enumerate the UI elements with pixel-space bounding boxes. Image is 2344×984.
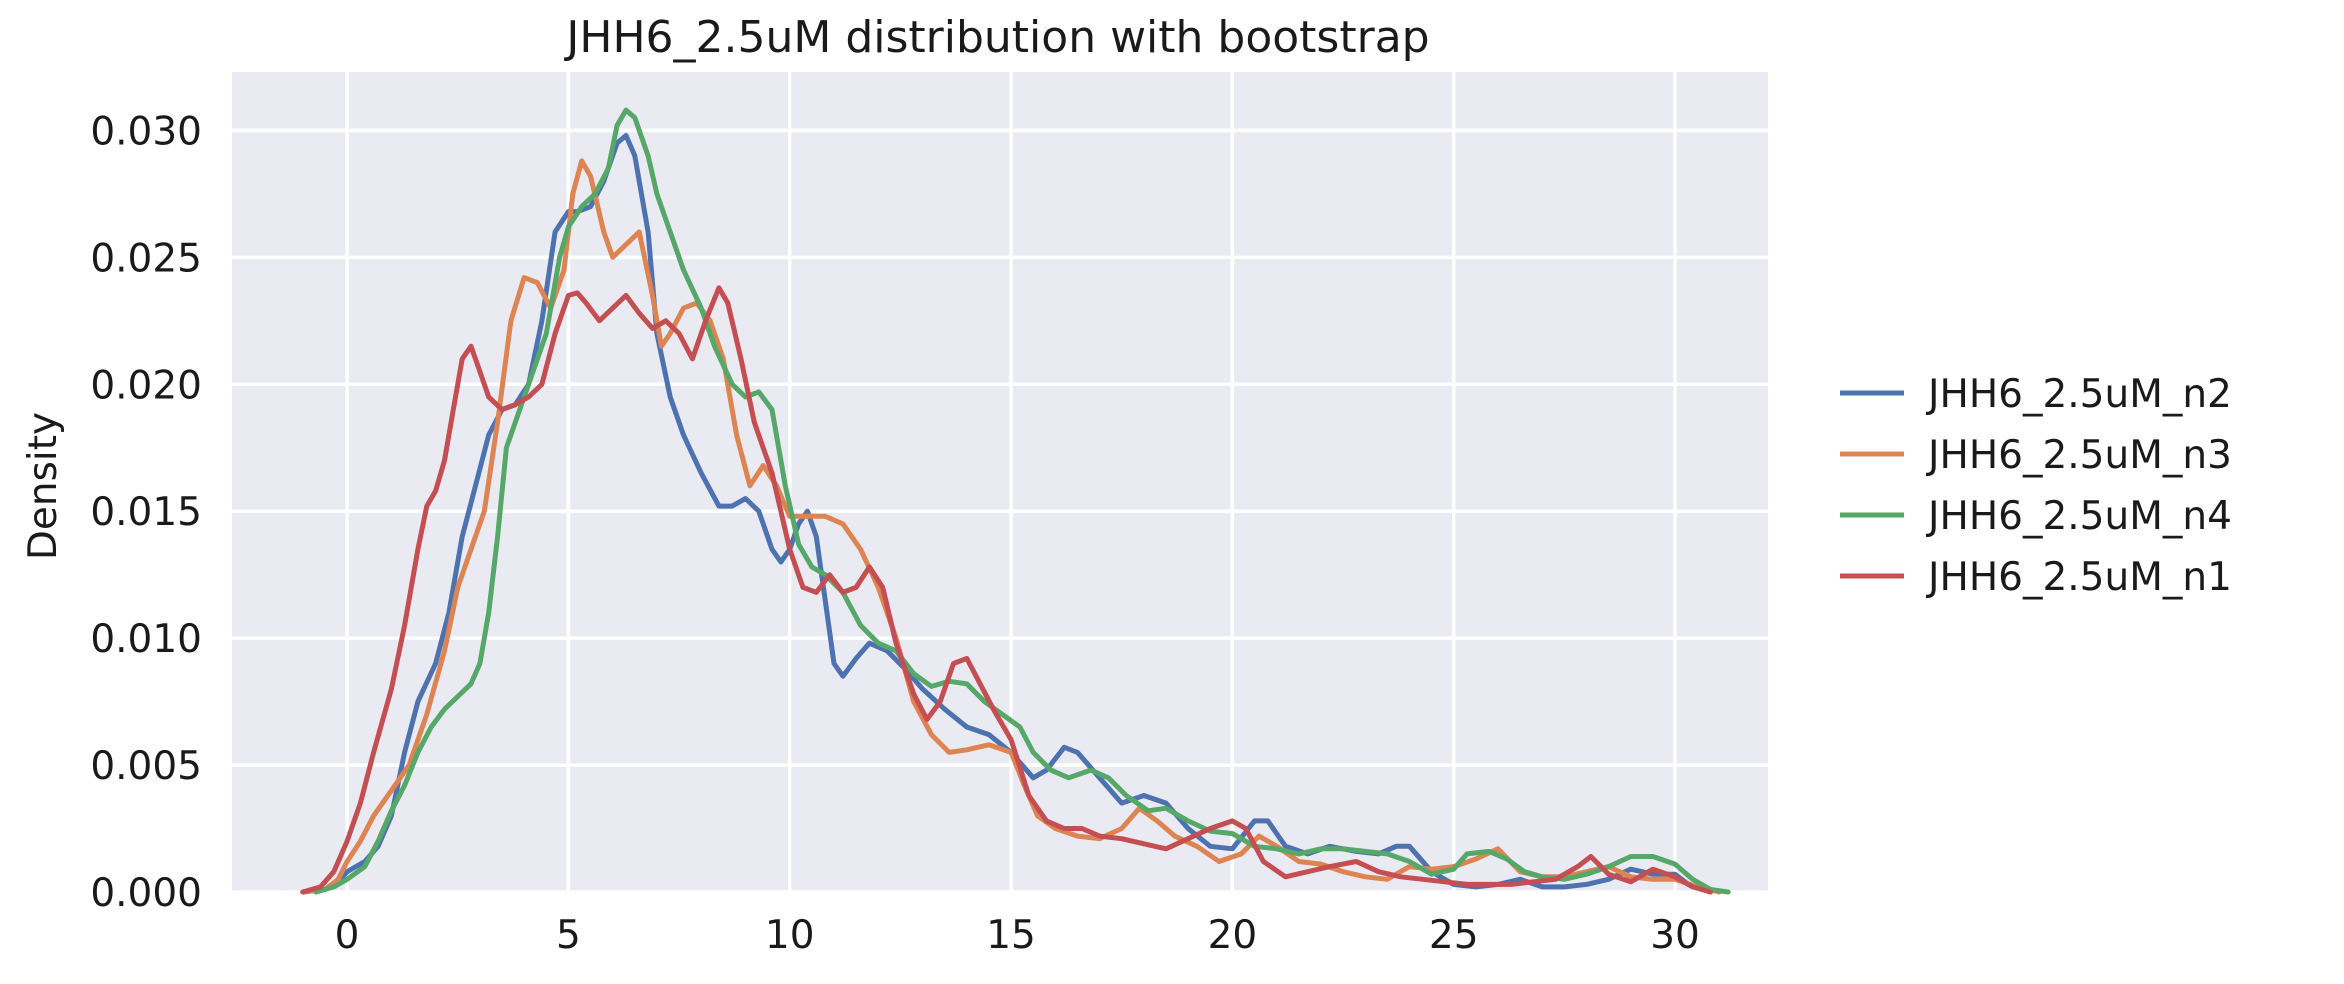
legend: JHH6_2.5uM_n2 JHH6_2.5uM_n3 JHH6_2.5uM_n4 J… [1840, 372, 2232, 600]
y-tick-label: 0.005 [90, 744, 202, 789]
x-tick-label: 15 [986, 913, 1036, 958]
legend-label: JHH6_2.5uM_n1 [1925, 555, 2232, 600]
legend-label: JHH6_2.5uM_n2 [1925, 372, 2232, 417]
plot-area [232, 72, 1768, 892]
series-lines [300, 107, 1731, 895]
y-tick-label: 0.030 [90, 109, 202, 154]
x-tick-label: 10 [765, 913, 815, 958]
x-tick-label: 0 [335, 913, 360, 958]
gridlines [232, 72, 1768, 894]
y-tick-label: 0.010 [90, 617, 202, 662]
legend-label: JHH6_2.5uM_n4 [1925, 494, 2232, 539]
y-tick-label: 0.025 [90, 236, 202, 281]
tick-labels: 0 5 10 15 20 25 30 0.000 0.005 0.010 0.015 0.020 0.0… [90, 109, 1700, 958]
y-tick-label: 0.020 [90, 363, 202, 408]
legend-label: JHH6_2.5uM_n3 [1925, 433, 2232, 478]
series-line-JHH6_2.5uM_n1 [300, 285, 1713, 895]
chart-title: JHH6_2.5uM distribution with bootstrap [563, 12, 1429, 63]
x-tick-label: 5 [556, 913, 581, 958]
x-tick-label: 25 [1429, 913, 1479, 958]
y-axis-label: Density [21, 412, 66, 560]
y-tick-label: 0.000 [90, 871, 202, 916]
x-tick-label: 30 [1650, 913, 1700, 958]
series-line-JHH6_2.5uM_n4 [313, 107, 1731, 895]
x-tick-label: 20 [1208, 913, 1258, 958]
y-tick-label: 0.015 [90, 490, 202, 535]
